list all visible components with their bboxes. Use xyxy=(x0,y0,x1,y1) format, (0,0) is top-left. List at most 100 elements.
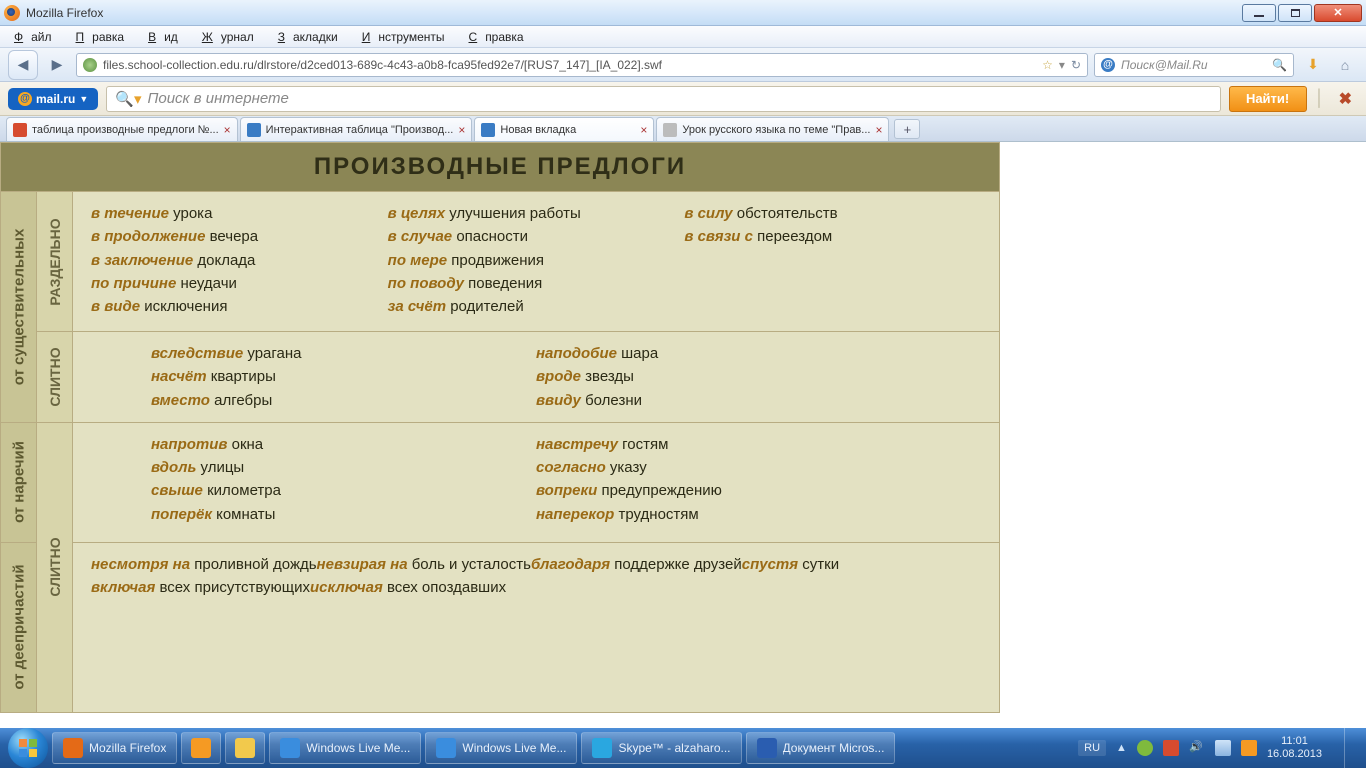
tab-favicon xyxy=(247,123,261,137)
home-button[interactable]: ⌂ xyxy=(1332,52,1358,78)
taskbar-item[interactable]: Mozilla Firefox xyxy=(52,732,177,764)
browser-tab[interactable]: таблица производные предлоги №... × xyxy=(6,117,238,141)
table-entry: несмотря на проливной дождь xyxy=(91,553,317,576)
window-title: Mozilla Firefox xyxy=(26,6,103,20)
menu-tools[interactable]: Инструменты xyxy=(354,30,461,44)
table-entry: в виде исключения xyxy=(91,295,388,318)
show-desktop-button[interactable] xyxy=(1344,728,1358,768)
taskbar-app-label: Mozilla Firefox xyxy=(89,741,166,755)
feed-icon[interactable]: ☆ xyxy=(1042,58,1053,72)
menu-history[interactable]: Журнал xyxy=(194,30,270,44)
tab-close-icon[interactable]: × xyxy=(875,123,882,137)
mailru-search-icon: @ xyxy=(1101,58,1115,72)
mailru-toolbar: @ mail.ru ▼ 🔍▾ Поиск в интернете Найти! … xyxy=(0,82,1366,116)
category-nouns: от существительных xyxy=(1,192,37,423)
taskbar-item[interactable] xyxy=(225,732,265,764)
menu-help[interactable]: Справка xyxy=(461,30,540,44)
taskbar-item[interactable]: Skype™ - alzaharo... xyxy=(581,732,741,764)
system-tray: RU ▲ 🔊 11:01 16.08.2013 xyxy=(1078,728,1358,768)
tabbar: таблица производные предлоги №... × Инте… xyxy=(0,116,1366,142)
menu-view[interactable]: Вид xyxy=(140,30,194,44)
toolbar-divider: │ xyxy=(1315,90,1325,108)
taskbar-app-label: Документ Micros... xyxy=(783,741,885,755)
url-box[interactable]: files.school-collection.edu.ru/dlrstore/… xyxy=(76,53,1088,77)
tab-favicon xyxy=(663,123,677,137)
taskbar-item[interactable]: Документ Micros... xyxy=(746,732,896,764)
language-indicator[interactable]: RU xyxy=(1078,740,1106,756)
dropdown-icon[interactable]: ▾ xyxy=(1059,58,1065,72)
minimize-button[interactable] xyxy=(1242,4,1276,22)
subcategory-together-1: СЛИТНО xyxy=(37,332,73,423)
mailru-close-toolbar[interactable]: ✖ xyxy=(1333,89,1358,109)
back-button[interactable]: ◀ xyxy=(8,50,38,80)
table-entry: в течение урока xyxy=(91,202,388,225)
search-engine-box[interactable]: @ Поиск@Mail.Ru 🔍 xyxy=(1094,53,1294,77)
tray-icon[interactable] xyxy=(1163,740,1179,756)
tab-label: Урок русского языка по теме "Прав... xyxy=(682,124,870,136)
table-entry: спустя сутки xyxy=(742,553,839,576)
taskbar-item[interactable]: Windows Live Me... xyxy=(425,732,577,764)
table-entry: напротив окна xyxy=(151,433,536,456)
table-entry: в продолжение вечера xyxy=(91,225,388,248)
taskbar-app-label: Skype™ - alzaharo... xyxy=(618,741,730,755)
taskbar-app-icon xyxy=(63,738,83,758)
table-entry: по поводу поведения xyxy=(388,272,685,295)
cell-adverbs: напротив окнавдоль улицысвыше километрап… xyxy=(73,422,1000,542)
category-adverbs: от наречий xyxy=(1,422,37,542)
new-tab-button[interactable]: + xyxy=(894,119,920,139)
tab-label: Новая вкладка xyxy=(500,124,635,136)
mailru-badge[interactable]: @ mail.ru ▼ xyxy=(8,88,98,110)
table-entry: наперекор трудностям xyxy=(536,503,921,526)
start-button[interactable] xyxy=(8,728,48,768)
table-entry: включая всех присутствующих xyxy=(91,576,310,599)
tray-expand-icon[interactable]: ▲ xyxy=(1116,742,1127,754)
taskbar: Mozilla Firefox Windows Live Me...Windows… xyxy=(0,728,1366,768)
mailru-search-placeholder: Поиск в интернете xyxy=(148,90,289,107)
table-entry: вопреки предупреждению xyxy=(536,479,921,502)
taskbar-item[interactable]: Windows Live Me... xyxy=(269,732,421,764)
dropdown-icon: ▼ xyxy=(79,94,88,104)
menu-bookmarks[interactable]: Закладки xyxy=(270,30,354,44)
taskbar-item[interactable] xyxy=(181,732,221,764)
table-entry: согласно указу xyxy=(536,456,921,479)
tray-icon[interactable] xyxy=(1137,740,1153,756)
browser-tab[interactable]: Новая вкладка × xyxy=(474,117,654,141)
prepositions-table: ПРОИЗВОДНЫЕ ПРЕДЛОГИ от существительных … xyxy=(0,142,1000,713)
table-entry: вследствие урагана xyxy=(151,342,536,365)
site-identity-icon xyxy=(83,58,97,72)
close-button[interactable]: ✕ xyxy=(1314,4,1362,22)
table-entry: по причине неудачи xyxy=(91,272,388,295)
taskbar-app-icon xyxy=(235,738,255,758)
firefox-icon xyxy=(4,5,20,21)
volume-icon[interactable]: 🔊 xyxy=(1189,740,1205,756)
table-entry: в связи с переездом xyxy=(684,225,981,248)
browser-tab[interactable]: Интерактивная таблица "Производ... × xyxy=(240,117,473,141)
reload-icon[interactable]: ↻ xyxy=(1071,58,1081,72)
search-go-icon[interactable]: 🔍 xyxy=(1272,58,1287,72)
menu-edit[interactable]: Правка xyxy=(68,30,141,44)
subcategory-separate: РАЗДЕЛЬНО xyxy=(37,192,73,332)
table-entry: навстречу гостям xyxy=(536,433,921,456)
mailru-search[interactable]: 🔍▾ Поиск в интернете xyxy=(106,86,1220,112)
menu-file[interactable]: Файл xyxy=(6,30,68,44)
table-entry: ввиду болезни xyxy=(536,389,921,412)
tab-close-icon[interactable]: × xyxy=(458,123,465,137)
tab-close-icon[interactable]: × xyxy=(224,123,231,137)
mailru-find-button[interactable]: Найти! xyxy=(1229,86,1307,112)
table-entry: насчёт квартиры xyxy=(151,365,536,388)
network-icon[interactable] xyxy=(1215,740,1231,756)
cell-nouns-together: вследствие урагананасчёт квартирывместо … xyxy=(73,332,1000,423)
table-entry: за счёт родителей xyxy=(388,295,685,318)
forward-button[interactable]: ▶ xyxy=(44,52,70,78)
clock[interactable]: 11:01 16.08.2013 xyxy=(1267,735,1328,761)
maximize-button[interactable] xyxy=(1278,4,1312,22)
table-entry: благодаря поддержке друзей xyxy=(531,553,742,576)
table-entry: исключая всех опоздавших xyxy=(310,576,506,599)
browser-tab[interactable]: Урок русского языка по теме "Прав... × xyxy=(656,117,889,141)
url-text: files.school-collection.edu.ru/dlrstore/… xyxy=(103,58,1036,72)
table-title: ПРОИЗВОДНЫЕ ПРЕДЛОГИ xyxy=(1,143,1000,192)
downloads-button[interactable]: ⬇ xyxy=(1300,52,1326,78)
tray-icon[interactable] xyxy=(1241,740,1257,756)
tab-close-icon[interactable]: × xyxy=(640,123,647,137)
cell-gerunds: несмотря на проливной дождьневзирая на б… xyxy=(73,542,1000,712)
